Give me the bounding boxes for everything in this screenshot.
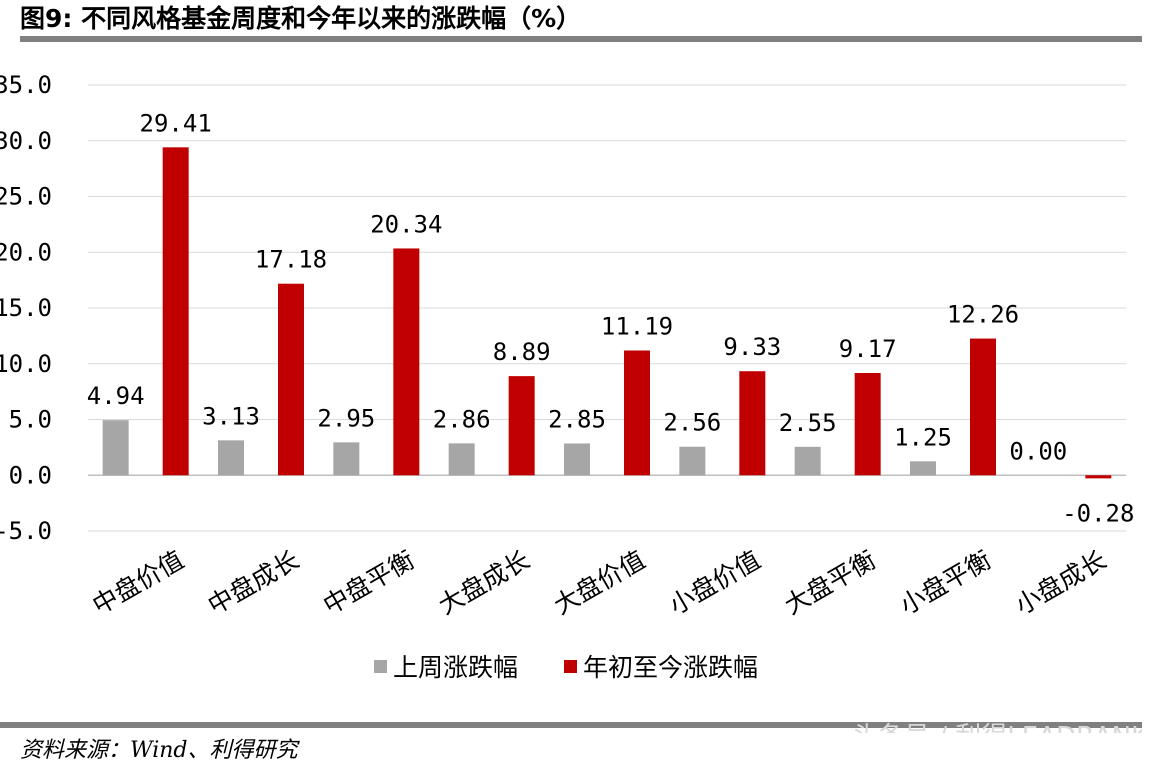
- bar-chart: -5.0 0.0 5.0 10.0 15.0 20.0 25.0 30.0 35.0 4.94 3…: [0, 71, 1135, 682]
- bar-ytd: [854, 373, 881, 476]
- y-tick-label: 20.0: [0, 238, 52, 266]
- bar-ytd: [393, 248, 420, 476]
- data-label: 11.19: [601, 312, 673, 340]
- category-label: 中盘价值: [88, 545, 189, 620]
- bar-ytd: [508, 376, 535, 476]
- legend-label: 年初至今涨跌幅: [583, 653, 758, 682]
- data-label: -0.28: [1062, 499, 1134, 527]
- title-divider: [20, 36, 1142, 42]
- source-note: 资料来源：Wind、利得研究: [20, 738, 298, 763]
- watermark: 头条号 / 利得LEADBANK: [852, 719, 1142, 733]
- legend-swatch: [564, 660, 577, 673]
- bars: [102, 147, 1112, 479]
- data-label: 9.17: [839, 335, 897, 363]
- y-tick-label: -5.0: [0, 517, 52, 545]
- category-label: 小盘成长: [1010, 545, 1111, 620]
- data-label: 17.18: [255, 246, 327, 274]
- data-label: 3.13: [202, 402, 260, 430]
- bar-ytd: [162, 147, 189, 476]
- data-label: 12.26: [947, 301, 1019, 329]
- bar-ytd: [278, 283, 304, 476]
- footer-divider: [0, 722, 1142, 728]
- y-tick-label: 10.0: [0, 350, 52, 378]
- category-label: 中盘平衡: [318, 545, 419, 620]
- legend-swatch: [374, 660, 387, 673]
- data-label: 2.86: [433, 405, 491, 433]
- bar-weekly: [564, 443, 590, 476]
- data-label: 2.95: [317, 404, 375, 432]
- bar-weekly: [218, 440, 244, 476]
- category-label: 大盘价值: [549, 545, 650, 620]
- category-label: 小盘平衡: [895, 545, 996, 620]
- data-label: 29.41: [140, 109, 212, 137]
- bar-weekly: [910, 461, 936, 476]
- data-label: 0.00: [1009, 437, 1067, 465]
- x-axis: 中盘价值 中盘成长 中盘平衡 大盘成长 大盘价值 小盘价值 大盘平衡 小盘平衡 小盘成长: [88, 545, 1112, 620]
- gridlines: [88, 84, 1126, 532]
- category-label: 中盘成长: [203, 545, 304, 620]
- bar-ytd: [1085, 475, 1112, 479]
- category-label: 小盘价值: [664, 545, 765, 620]
- bar-weekly: [102, 420, 129, 476]
- bar-weekly: [448, 443, 475, 476]
- bar-weekly: [679, 446, 706, 476]
- bar-ytd: [624, 350, 650, 476]
- data-label: 4.94: [87, 382, 145, 410]
- bar-ytd: [739, 371, 766, 476]
- y-tick-label: 30.0: [0, 127, 52, 155]
- bar-weekly: [333, 442, 360, 476]
- y-tick-label: 15.0: [0, 294, 52, 322]
- data-label: 20.34: [370, 210, 442, 238]
- data-label: 8.89: [493, 338, 551, 366]
- bar-ytd: [970, 338, 996, 476]
- data-label: 2.55: [779, 409, 837, 437]
- bar-weekly: [794, 446, 821, 476]
- legend: 上周涨跌幅 年初至今涨跌幅: [374, 653, 758, 682]
- category-label: 大盘平衡: [780, 545, 881, 620]
- chart-title: 图9: 不同风格基金周度和今年以来的涨跌幅（%）: [20, 4, 582, 33]
- data-label: 2.56: [663, 409, 721, 437]
- data-label: 2.85: [548, 405, 606, 433]
- data-label: 9.33: [723, 333, 781, 361]
- legend-label: 上周涨跌幅: [393, 653, 518, 682]
- category-label: 大盘成长: [434, 545, 535, 620]
- data-label: 1.25: [894, 423, 952, 451]
- y-tick-label: 5.0: [9, 406, 52, 434]
- y-tick-label: 0.0: [9, 461, 52, 489]
- y-tick-label: 35.0: [0, 71, 52, 99]
- y-axis: -5.0 0.0 5.0 10.0 15.0 20.0 25.0 30.0 35.0: [0, 71, 52, 545]
- data-labels: 4.94 3.13 2.95 2.86 2.85 2.56 2.55 1.25 0.00 29.4…: [87, 109, 1135, 527]
- y-tick-label: 25.0: [0, 183, 52, 211]
